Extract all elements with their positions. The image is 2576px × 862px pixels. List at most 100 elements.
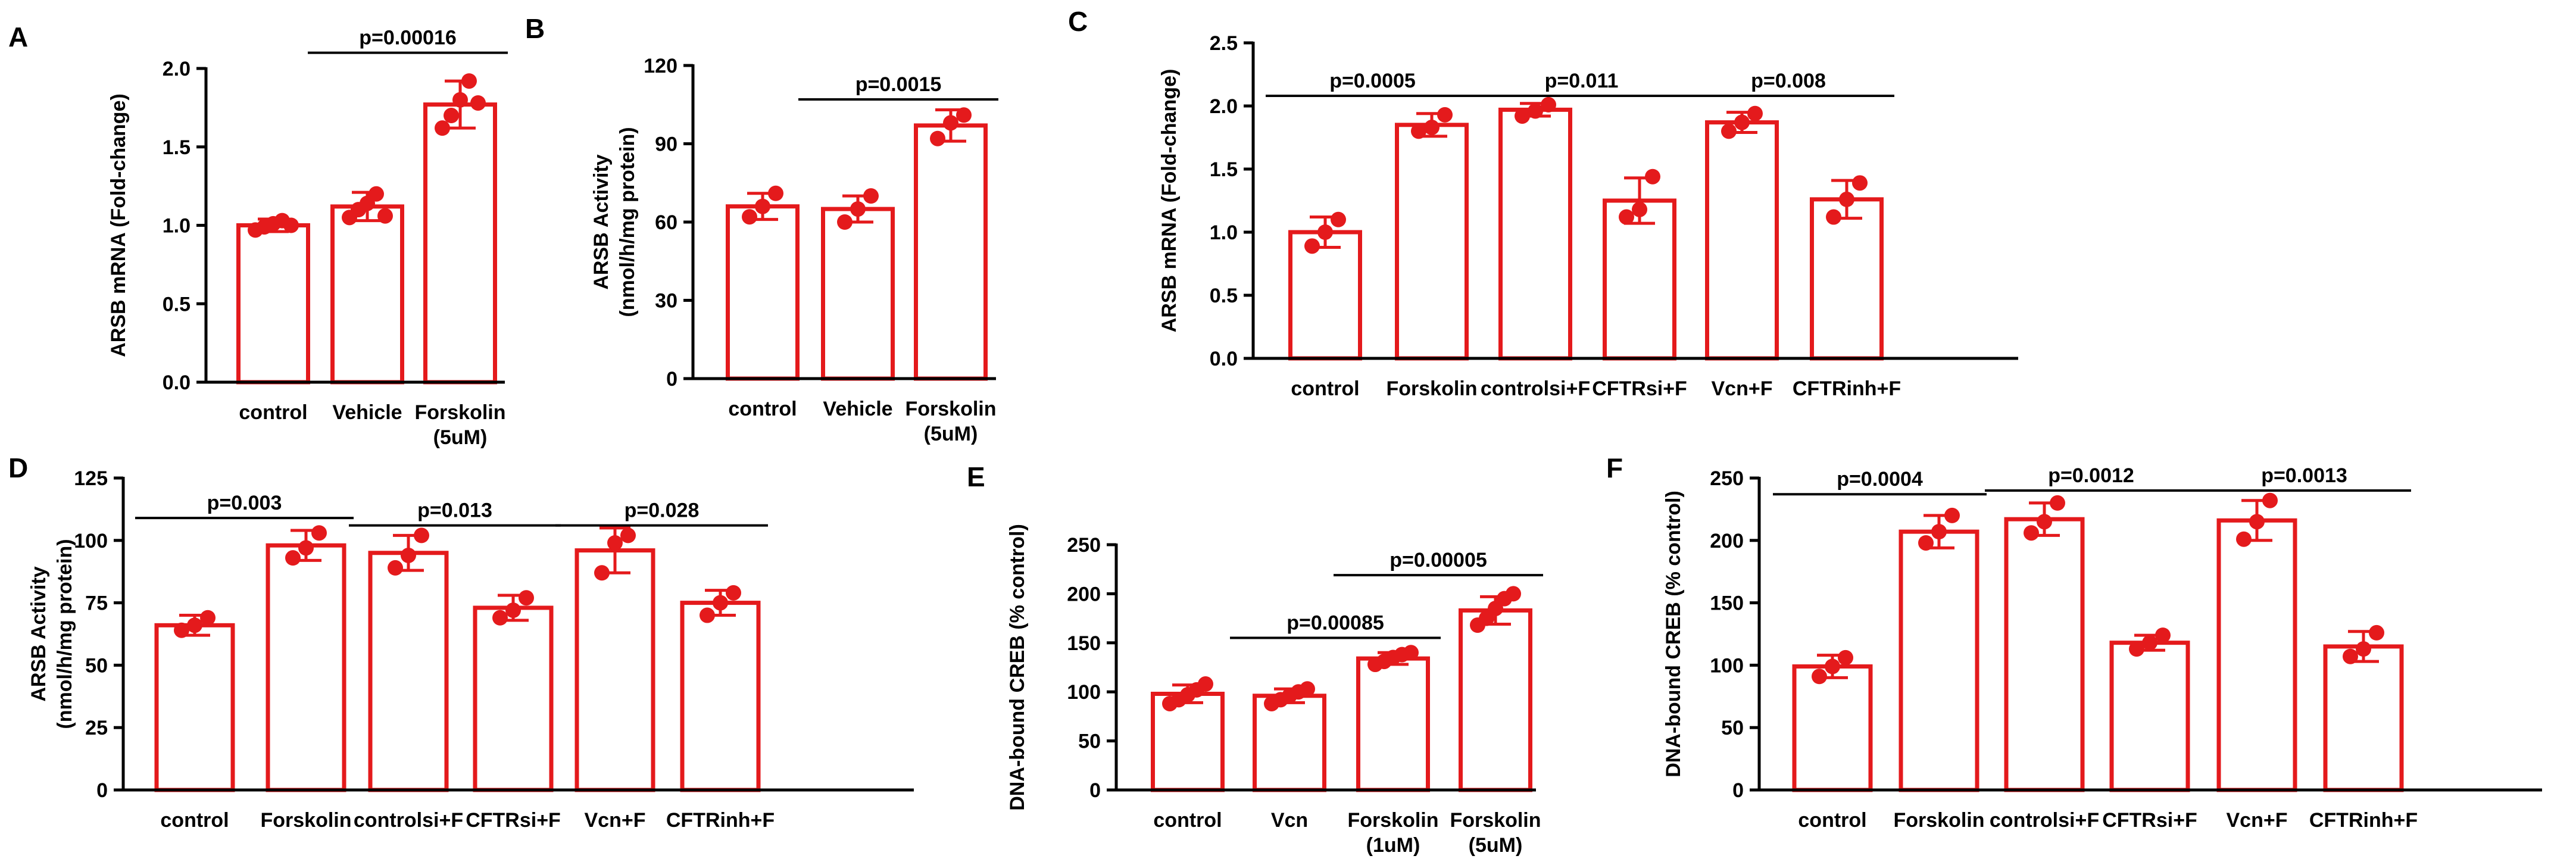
data-point-d-5-0	[700, 607, 715, 623]
x-tick-label-c-0: control	[1291, 377, 1359, 400]
y-tick-label-a-4: 2.0	[163, 58, 191, 80]
data-point-a-2-1	[444, 108, 459, 124]
data-point-f-2-2	[2050, 495, 2065, 511]
x-tick-label-e-2: Forskolin (1uM)	[1347, 809, 1438, 857]
x-tick-label-f-1: Forskolin	[1893, 809, 1984, 832]
data-point-a-0-4	[283, 217, 299, 233]
data-point-c-0-0	[1304, 238, 1320, 254]
bar-f-1	[1899, 529, 1979, 792]
y-axis-label-c: ARSB mRNA (Fold-change)	[1158, 69, 1181, 333]
data-point-f-3-2	[2155, 627, 2171, 644]
data-point-b-1-2	[863, 188, 879, 204]
data-point-e-3-4	[1506, 586, 1521, 602]
data-point-c-0-2	[1331, 211, 1346, 227]
x-tick-label-a-2: Forskolin (5uM)	[414, 401, 505, 449]
data-point-d-5-1	[713, 595, 728, 611]
bar-d-3	[473, 605, 554, 792]
bar-d-0	[154, 623, 235, 792]
x-tick-label-a-1: Vehicle	[332, 401, 402, 424]
bar-e-1	[1253, 694, 1326, 792]
data-point-d-2-2	[414, 527, 429, 544]
data-point-c-1-1	[1424, 120, 1440, 136]
bar-a-2	[423, 102, 497, 385]
x-tick-label-f-0: control	[1798, 809, 1866, 832]
bar-a-1	[330, 204, 404, 385]
x-tick-label-d-0: control	[160, 809, 229, 832]
y-tick-label-c-0: 0.0	[1210, 348, 1238, 370]
x-tick-label-d-3: CFTRsi+F	[466, 809, 561, 832]
data-point-c-4-1	[1734, 114, 1750, 130]
data-point-d-4-2	[620, 527, 636, 544]
p-value-label-e-1: p=0.00005	[1390, 549, 1487, 571]
bar-f-3	[2109, 641, 2190, 792]
y-axis-label-b: ARSB Activity (nmol/h/mg protein)	[590, 127, 639, 317]
panel-c: C 0.0 0.5 1.0 1.5 2.0 2.5 ARSB mRNA (Fold-chan…	[1068, 6, 2018, 400]
data-point-c-4-0	[1721, 123, 1737, 139]
y-tick-label-f-3: 150	[1710, 592, 1744, 615]
data-point-f-1-0	[1918, 535, 1934, 551]
bar-b-1	[821, 207, 895, 381]
bar-f-0	[1792, 664, 1873, 792]
data-point-c-3-2	[1645, 168, 1660, 185]
data-point-e-2-4	[1403, 645, 1419, 661]
y-tick-label-b-2: 60	[655, 211, 677, 234]
data-point-f-3-0	[2129, 641, 2144, 657]
bar-d-4	[574, 548, 655, 792]
y-tick-label-f-5: 250	[1710, 467, 1744, 490]
data-point-a-2-2	[452, 92, 468, 108]
panel-label-b: B	[525, 13, 545, 44]
y-tick-label-d-2: 50	[85, 654, 108, 677]
y-tick-label-f-2: 100	[1710, 654, 1744, 677]
data-point-b-0-2	[768, 185, 783, 201]
data-point-a-2-4	[470, 95, 486, 111]
y-tick-label-d-5: 125	[74, 467, 108, 490]
y-tick-label-f-4: 200	[1710, 530, 1744, 552]
data-point-f-3-1	[2142, 635, 2157, 651]
y-tick-label-c-5: 2.5	[1210, 32, 1238, 55]
y-tick-label-a-1: 0.5	[163, 293, 191, 316]
x-tick-label-b-0: control	[728, 398, 797, 420]
data-point-f-5-1	[2356, 641, 2371, 657]
x-tick-label-d-1: Forskolin	[260, 809, 351, 832]
data-point-e-3-1	[1479, 610, 1494, 626]
data-point-f-4-2	[2262, 492, 2278, 508]
data-point-e-3-2	[1488, 601, 1503, 617]
x-tick-label-c-1: Forskolin	[1386, 377, 1477, 400]
bar-c-2	[1498, 107, 1572, 361]
bar-a-0	[236, 223, 310, 385]
x-tick-label-a-0: control	[239, 401, 307, 424]
bar-d-2	[368, 551, 449, 792]
y-tick-label-d-0: 0	[96, 779, 108, 802]
panel-d: D 0 25 50 75 100 125 ARSB Activity (nmol/h/mg p…	[8, 452, 914, 832]
data-point-d-4-0	[594, 565, 610, 581]
data-point-d-2-1	[401, 547, 416, 563]
data-point-f-4-1	[2249, 514, 2265, 530]
bar-d-1	[266, 543, 346, 792]
data-point-c-3-1	[1632, 201, 1647, 217]
x-tick-label-e-0: control	[1153, 809, 1222, 832]
y-tick-label-e-2: 100	[1067, 681, 1101, 704]
data-point-f-2-0	[2024, 525, 2039, 541]
panel-label-c: C	[1068, 6, 1088, 37]
y-tick-label-e-0: 0	[1089, 779, 1101, 802]
p-value-label-c-1: p=0.011	[1545, 70, 1619, 92]
data-point-a-1-4	[377, 208, 393, 224]
bar-b-2	[914, 123, 988, 381]
x-tick-label-c-2: controlsi+F	[1481, 377, 1590, 400]
data-point-d-1-0	[285, 550, 301, 566]
data-point-f-5-2	[2369, 624, 2384, 641]
data-point-d-3-0	[492, 610, 508, 626]
data-point-c-2-0	[1515, 108, 1530, 124]
data-point-c-2-2	[1541, 96, 1556, 113]
bar-c-4	[1705, 120, 1779, 361]
data-point-c-1-0	[1411, 123, 1426, 139]
data-point-d-3-1	[505, 602, 521, 619]
data-point-b-1-1	[850, 201, 866, 217]
x-tick-label-f-5: CFTRinh+F	[2309, 809, 2418, 832]
x-tick-label-f-2: controlsi+F	[1990, 809, 2099, 832]
x-tick-label-e-1: Vcn	[1271, 809, 1308, 832]
p-value-label-a-0: p=0.00016	[359, 27, 457, 49]
bar-e-2	[1356, 656, 1430, 792]
data-point-b-2-0	[930, 130, 945, 146]
